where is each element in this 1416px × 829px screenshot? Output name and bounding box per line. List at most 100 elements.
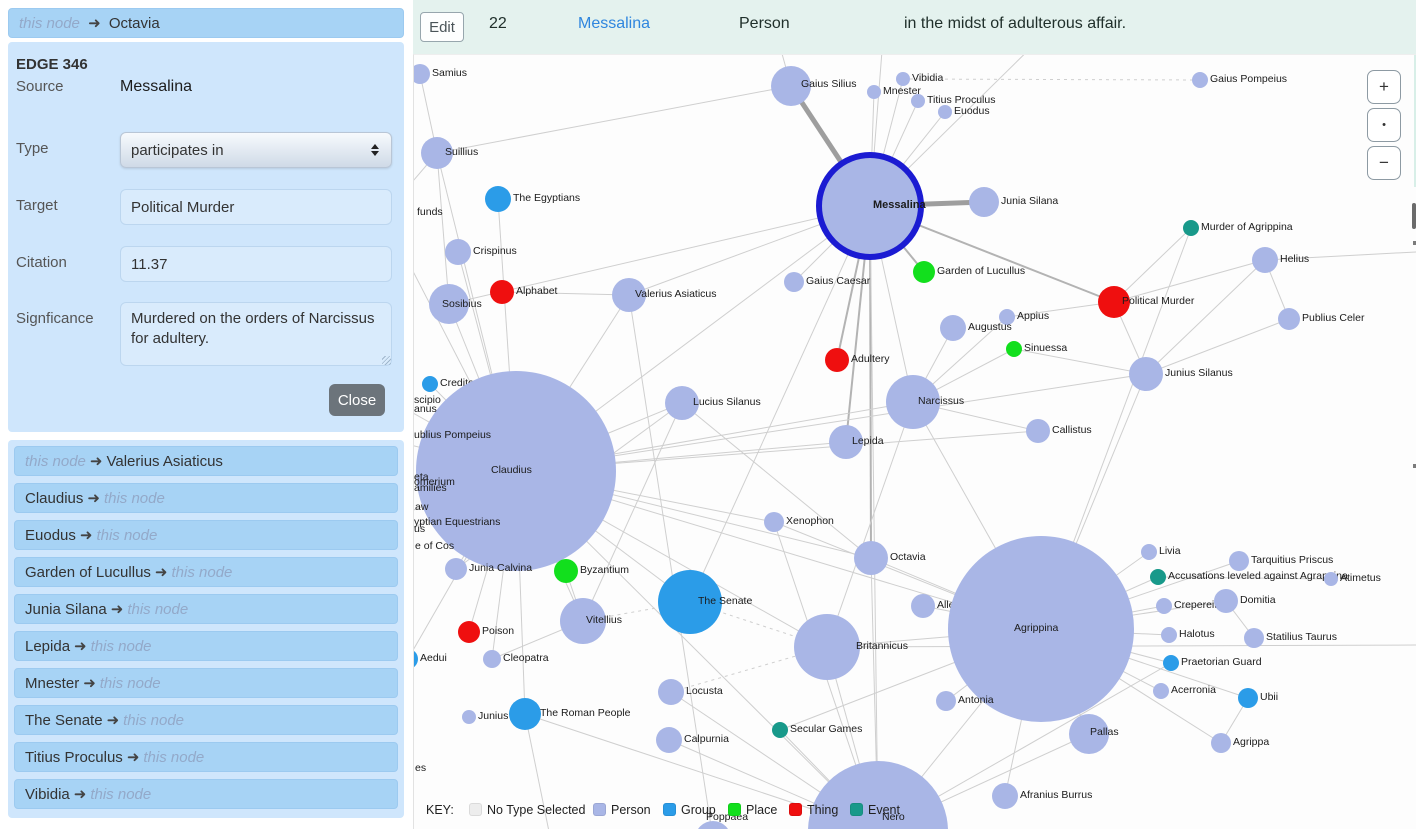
graph-edge[interactable] [1113, 259, 1266, 303]
graph-edge[interactable] [436, 152, 450, 305]
graph-node-lepida[interactable] [829, 425, 863, 459]
graph-node-cleopatra[interactable] [483, 650, 501, 668]
edge-list-item[interactable]: Euodus ➜ this node [14, 520, 398, 550]
graph-node-junia-silana[interactable] [969, 187, 999, 217]
graph-node-lucius-silanus[interactable] [665, 386, 699, 420]
graph-node-creditors[interactable] [422, 376, 438, 392]
graph-edge[interactable] [628, 294, 713, 829]
graph-node-britannicus[interactable] [794, 614, 860, 680]
zoom-out-button[interactable]: − [1367, 146, 1401, 180]
graph-node-messalina[interactable] [816, 152, 924, 260]
edge-list-item[interactable]: this node ➜ Valerius Asiaticus [14, 446, 398, 476]
graph-node-calpurnia[interactable] [656, 727, 682, 753]
graph-node-pallas[interactable] [1069, 714, 1109, 754]
graph-node-publius-celer[interactable] [1278, 308, 1300, 330]
graph-node-the-senate[interactable] [658, 570, 722, 634]
graph-node-junius-lu[interactable] [462, 710, 476, 724]
edge-list-item[interactable]: Lepida ➜ this node [14, 631, 398, 661]
graph-node-afranius-burrus[interactable] [992, 783, 1018, 809]
graph-node-samius[interactable] [414, 64, 430, 84]
graph-node-crepereius[interactable] [1156, 598, 1172, 614]
graph-edge[interactable] [1145, 259, 1266, 375]
node-name-link[interactable]: Messalina [578, 15, 651, 32]
graph-node-garden-of-lucullus[interactable] [913, 261, 935, 283]
graph-node-xenophon[interactable] [764, 512, 784, 532]
graph-edge[interactable] [902, 78, 1201, 81]
graph-node-agrippa[interactable] [1211, 733, 1231, 753]
graph-node-euodus[interactable] [938, 105, 952, 119]
citation-input[interactable] [120, 246, 392, 282]
graph-edge[interactable] [448, 205, 871, 305]
graph-node-valerius-asiaticus[interactable] [612, 278, 646, 312]
graph-node-alledius-severus[interactable] [911, 594, 935, 618]
graph-node-appius[interactable] [999, 309, 1015, 325]
zoom-reset-button[interactable]: • [1367, 108, 1401, 142]
graph-node-crispinus[interactable] [445, 239, 471, 265]
graph-edge[interactable] [1013, 348, 1147, 375]
graph-node-vibidia[interactable] [896, 72, 910, 86]
graph-edge[interactable] [1157, 576, 1332, 580]
graph-node-locusta[interactable] [658, 679, 684, 705]
graph-edge[interactable] [1006, 301, 1115, 318]
graph-edge[interactable] [582, 402, 683, 622]
graph-node-gaius-pompeius[interactable] [1192, 72, 1208, 88]
graph-edge[interactable] [515, 373, 1147, 472]
graph-node-domitia[interactable] [1214, 589, 1238, 613]
graph-node-narcissus[interactable] [886, 375, 940, 429]
target-input[interactable] [120, 189, 392, 225]
selected-edge-row[interactable]: this node ➜ Octavia [8, 8, 404, 38]
graph-node-callistus[interactable] [1026, 419, 1050, 443]
graph-node-gaius-silius[interactable] [771, 66, 811, 106]
edge-list-item[interactable]: Garden of Lucullus ➜ this node [14, 557, 398, 587]
graph-node-tarquitius-priscus[interactable] [1229, 551, 1249, 571]
graph-node-livia[interactable] [1141, 544, 1157, 560]
edge-list-item[interactable]: The Senate ➜ this node [14, 705, 398, 735]
type-select[interactable]: participates in [120, 132, 392, 168]
edge-list-item[interactable]: Vibidia ➜ this node [14, 779, 398, 809]
graph-node-adultery[interactable] [825, 348, 849, 372]
graph-node-sinuessa[interactable] [1006, 341, 1022, 357]
edge-list-item[interactable]: Claudius ➜ this node [14, 483, 398, 513]
graph-node-agrippina[interactable] [948, 536, 1134, 722]
graph-edge[interactable] [689, 205, 871, 603]
graph-node-accusations-leveled-against-agrappina[interactable] [1150, 569, 1166, 585]
graph-node-praetorian-guard[interactable] [1163, 655, 1179, 671]
graph-node-byzantium[interactable] [554, 559, 578, 583]
graph-node-junius-silanus[interactable] [1129, 357, 1163, 391]
graph-node-octavia[interactable] [854, 541, 888, 575]
graph-edge[interactable] [524, 713, 564, 829]
edge-list-item[interactable]: Titius Proculus ➜ this node [14, 742, 398, 772]
significance-textarea[interactable]: Murdered on the orders of Narcissus for … [120, 302, 392, 366]
graph-node-murder-of-agrippina[interactable] [1183, 220, 1199, 236]
zoom-in-button[interactable]: + [1367, 70, 1401, 104]
graph-node-political-murder[interactable] [1098, 286, 1130, 318]
graph-node-augustus[interactable] [940, 315, 966, 341]
graph-node-antonia[interactable] [936, 691, 956, 711]
graph-node-poppaea[interactable] [695, 821, 731, 829]
graph-node-titius-proculus[interactable] [911, 94, 925, 108]
graph-edge[interactable] [436, 85, 792, 154]
close-button[interactable]: Close [329, 384, 385, 416]
graph-edge[interactable] [869, 205, 872, 559]
graph-node-gaius-caesar[interactable] [784, 272, 804, 292]
graph-canvas[interactable]: Samius Suillius The Egyptians Crispinus Alph… [413, 54, 1416, 829]
graph-edge[interactable] [1113, 227, 1192, 303]
resize-handle-icon[interactable] [382, 356, 391, 365]
graph-node-claudius[interactable] [416, 371, 616, 571]
graph-node-the-roman-people[interactable] [509, 698, 541, 730]
graph-node-alphabet[interactable] [490, 280, 514, 304]
graph-edge[interactable] [681, 402, 872, 559]
graph-node-statilius-taurus[interactable] [1244, 628, 1264, 648]
graph-edge[interactable] [869, 205, 879, 829]
graph-edge[interactable] [826, 401, 914, 648]
graph-node-the-egyptians[interactable] [485, 186, 511, 212]
graph-node-secular-games[interactable] [772, 722, 788, 738]
graph-node-helius[interactable] [1252, 247, 1278, 273]
graph-edge[interactable] [1264, 251, 1416, 261]
graph-node-suillius[interactable] [421, 137, 453, 169]
graph-edge[interactable] [501, 291, 630, 296]
scrollbar-thumb[interactable] [1412, 203, 1416, 229]
graph-node-atimetus[interactable] [1324, 572, 1338, 586]
edge-list-item[interactable]: Mnester ➜ this node [14, 668, 398, 698]
graph-node-vitellius[interactable] [560, 598, 606, 644]
